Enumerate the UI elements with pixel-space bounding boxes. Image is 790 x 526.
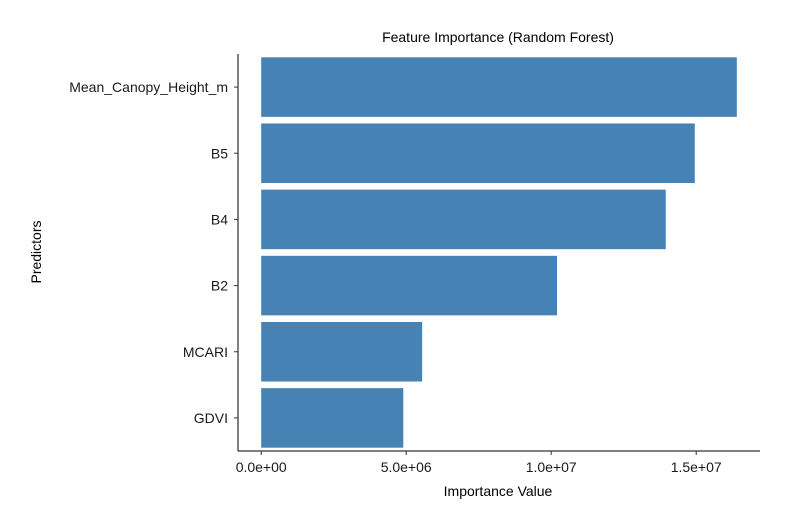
- bar-gdvi: [261, 388, 404, 448]
- y-ticks-group: Mean_Canopy_Height_m B5 B4 B2 MCARI GDVI: [69, 79, 238, 426]
- x-tick-label: 1.5e+07: [671, 459, 722, 475]
- x-axis-title: Importance Value: [444, 483, 553, 499]
- y-axis-title: Predictors: [28, 220, 44, 283]
- y-tick-label: B4: [211, 211, 228, 227]
- bar-b2: [261, 255, 557, 316]
- x-tick-label: 1.0e+07: [526, 459, 577, 475]
- x-tick-label: 5.0e+06: [381, 459, 432, 475]
- bar-mean-canopy-height-m: [261, 57, 737, 117]
- y-tick-label: MCARI: [183, 344, 228, 360]
- y-tick-label: GDVI: [194, 410, 228, 426]
- x-tick-label: 0.0e+00: [236, 459, 287, 475]
- bars-group: [261, 57, 737, 448]
- bar-b4: [261, 189, 666, 250]
- y-tick-label: B2: [211, 278, 228, 294]
- bar-mcari: [261, 321, 423, 382]
- bar-b5: [261, 123, 695, 184]
- y-tick-label: B5: [211, 145, 228, 161]
- y-tick-label: Mean_Canopy_Height_m: [69, 79, 228, 95]
- x-ticks-group: 0.0e+00 5.0e+06 1.0e+07 1.5e+07: [236, 451, 722, 475]
- chart-title: Feature Importance (Random Forest): [382, 29, 614, 45]
